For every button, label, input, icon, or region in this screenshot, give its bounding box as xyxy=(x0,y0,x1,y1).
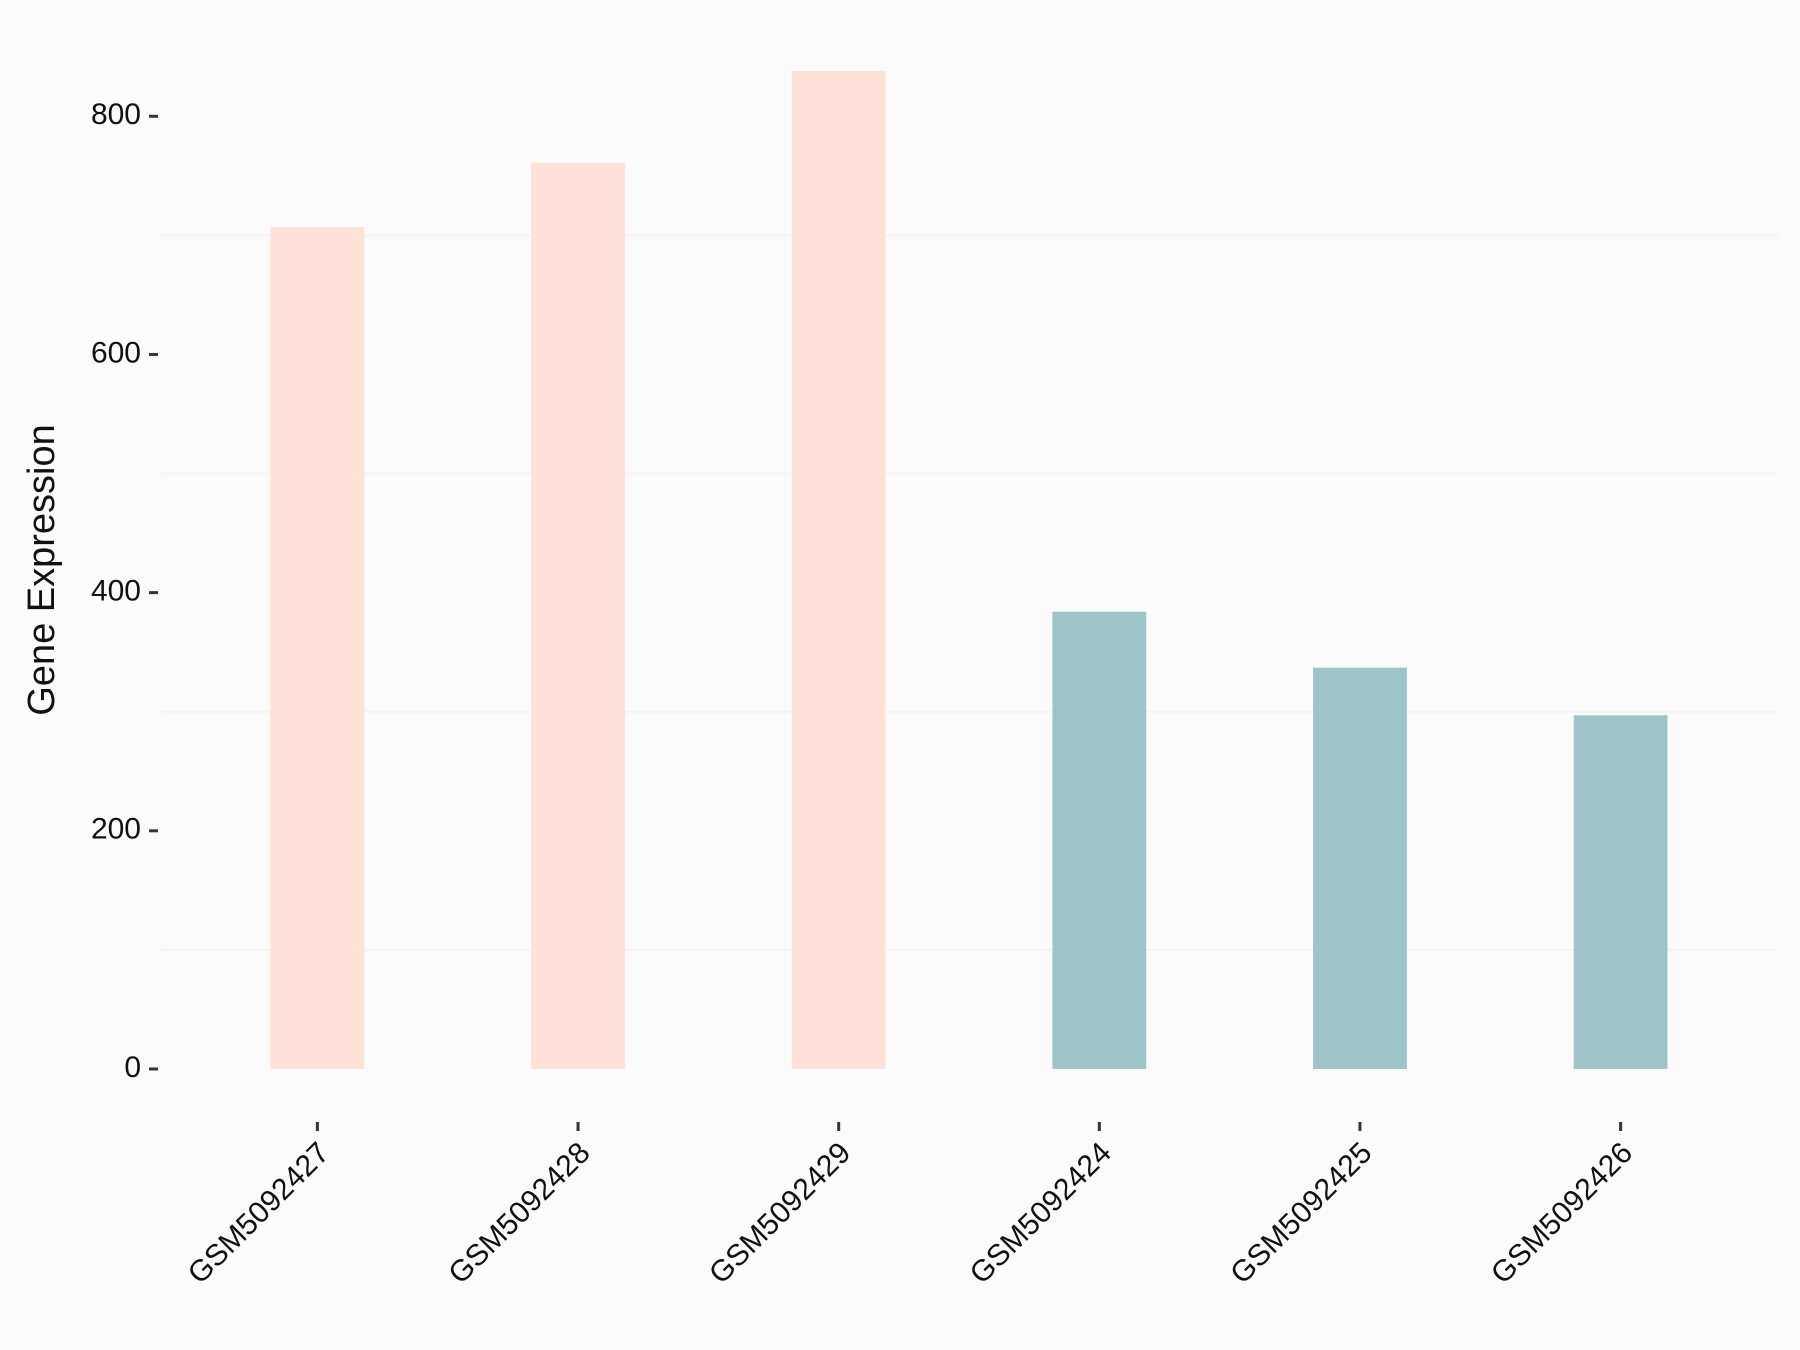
y-tick-label: 400 xyxy=(91,575,141,608)
bar xyxy=(531,162,625,1069)
bar xyxy=(1313,667,1407,1069)
x-tick-label: GSM5092424 xyxy=(964,1136,1118,1290)
y-tick-label: 0 xyxy=(124,1051,141,1084)
x-tick-label: GSM5092425 xyxy=(1224,1136,1378,1290)
y-tick-label: 800 xyxy=(91,98,141,131)
x-tick-label: GSM5092429 xyxy=(703,1136,857,1290)
bar xyxy=(1573,715,1668,1069)
bar xyxy=(270,227,365,1069)
y-axis-title: Gene Expression xyxy=(21,424,63,716)
bar xyxy=(791,71,886,1069)
y-tick-label: 200 xyxy=(91,813,141,846)
x-tick-label: GSM5092426 xyxy=(1485,1136,1639,1290)
bar xyxy=(1052,611,1147,1069)
y-tick-label: 600 xyxy=(91,336,141,369)
x-tick-label: GSM5092427 xyxy=(182,1136,336,1290)
x-tick-label: GSM5092428 xyxy=(442,1136,596,1290)
